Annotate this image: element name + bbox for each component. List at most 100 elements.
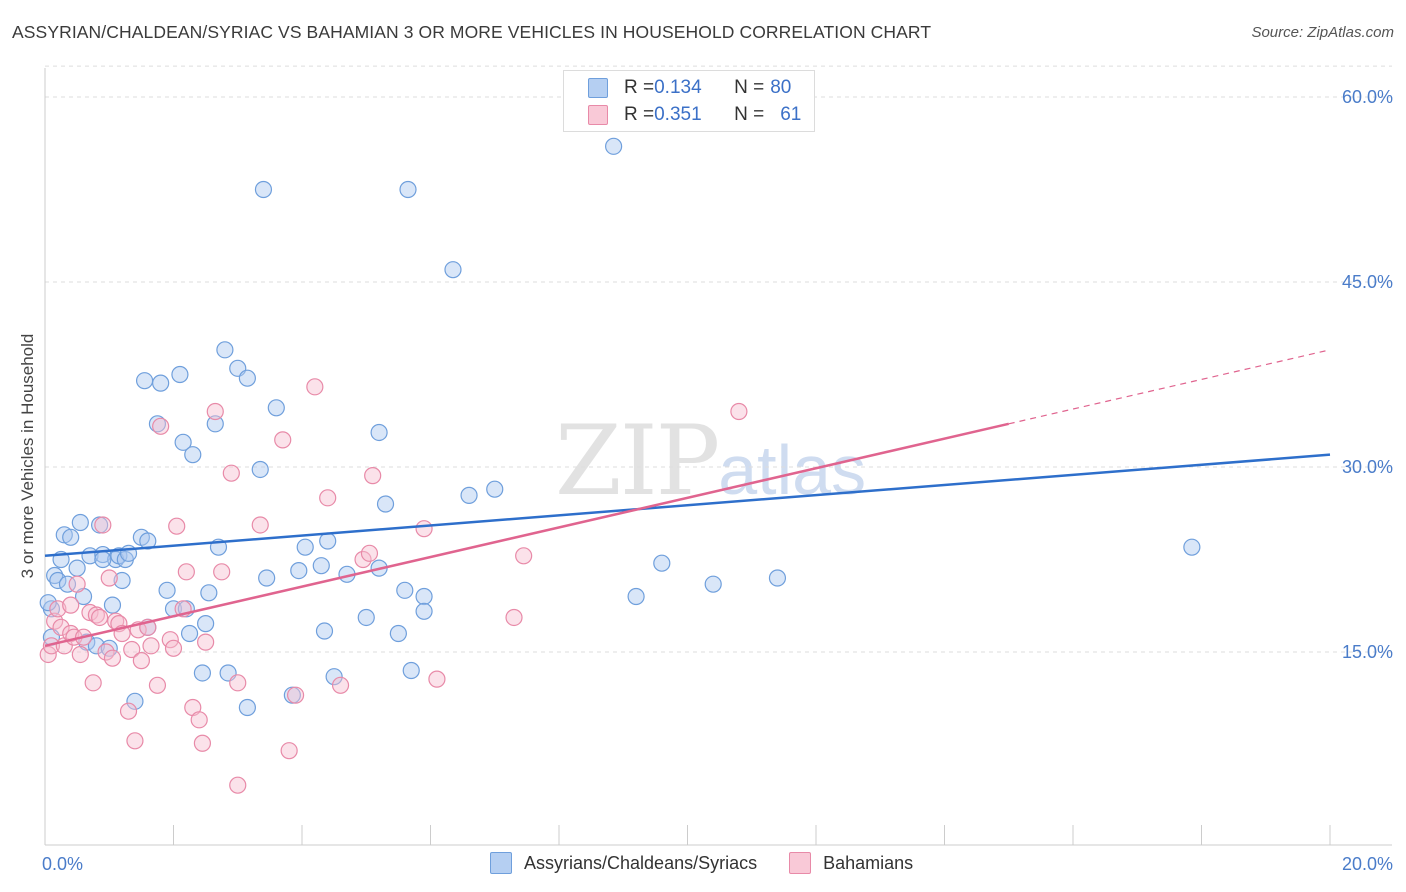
data-point xyxy=(396,581,414,599)
data-point xyxy=(364,467,382,485)
data-point xyxy=(258,569,276,587)
r-value: 0.351 xyxy=(654,103,702,125)
data-point xyxy=(312,557,330,575)
data-point xyxy=(319,489,337,507)
legend-swatch-blue xyxy=(490,852,512,874)
data-point xyxy=(274,431,292,449)
data-point xyxy=(132,652,150,670)
data-point xyxy=(229,776,247,794)
data-point xyxy=(360,544,379,562)
data-point xyxy=(148,415,167,433)
trend-lines xyxy=(44,349,1331,648)
data-point xyxy=(206,415,224,433)
trend-line-bahamians xyxy=(44,422,1010,648)
data-point xyxy=(180,624,199,643)
trend-line-assyrians xyxy=(44,453,1331,558)
data-point xyxy=(193,734,212,752)
data-point xyxy=(315,622,334,640)
data-point xyxy=(190,711,208,729)
data-point xyxy=(505,608,523,627)
data-point xyxy=(71,645,89,664)
data-point xyxy=(768,569,787,587)
data-point xyxy=(200,584,218,602)
data-point xyxy=(113,571,131,590)
data-point xyxy=(62,528,80,546)
data-point xyxy=(94,516,112,534)
data-point xyxy=(71,513,89,532)
y-tick-label: 15.0% xyxy=(1342,642,1393,662)
legend-label: Assyrians/Chaldeans/Syriacs xyxy=(524,852,758,873)
data-point xyxy=(730,402,748,421)
data-point xyxy=(251,460,269,479)
data-point xyxy=(184,446,202,464)
x-tick-label: 0.0% xyxy=(42,854,83,874)
legend-item-bahamians[interactable]: Bahamians xyxy=(789,852,913,874)
data-point xyxy=(58,575,77,593)
data-point xyxy=(62,596,80,614)
data-point xyxy=(653,554,671,572)
data-point xyxy=(1183,538,1201,556)
data-point xyxy=(444,261,462,279)
axes xyxy=(44,68,1392,846)
data-point xyxy=(100,569,118,587)
series-assyrians xyxy=(39,137,1201,717)
data-point xyxy=(164,639,183,657)
series-legend: Assyrians/Chaldeans/Syriacs Bahamians xyxy=(490,852,945,874)
data-point xyxy=(84,674,102,692)
data-point xyxy=(376,495,395,513)
data-point xyxy=(49,600,67,618)
r-value: 0.134 xyxy=(654,76,702,98)
data-point xyxy=(415,587,433,606)
legend-swatch-pink xyxy=(789,852,812,874)
data-point xyxy=(68,575,86,593)
data-point xyxy=(325,668,343,686)
data-point xyxy=(68,559,86,577)
n-value: 80 xyxy=(770,76,792,98)
data-point xyxy=(286,686,305,704)
data-point xyxy=(254,180,273,199)
data-point xyxy=(123,640,141,659)
data-point xyxy=(42,637,61,655)
data-point xyxy=(402,661,420,680)
data-point xyxy=(460,486,478,504)
data-point xyxy=(331,676,350,694)
data-point xyxy=(704,575,722,593)
legend-item-assyrians[interactable]: Assyrians/Chaldeans/Syriacs xyxy=(490,852,757,874)
stats-legend: R = 0.134 N = 80 R = 0.351 N = 61 xyxy=(563,70,815,132)
data-point xyxy=(39,594,57,612)
trend-line-bahamians-extension xyxy=(1008,349,1331,425)
data-point xyxy=(152,417,170,435)
data-point xyxy=(139,532,157,550)
data-point xyxy=(354,550,372,569)
data-point xyxy=(126,692,144,710)
data-point xyxy=(152,374,170,392)
r-label: R = xyxy=(624,76,655,98)
data-point xyxy=(119,702,138,720)
chart-title: ASSYRIAN/CHALDEAN/SYRIAC VS BAHAMIAN 3 O… xyxy=(12,22,932,42)
n-label: N = xyxy=(734,76,765,98)
data-point xyxy=(52,618,70,636)
x-tick-label: 20.0% xyxy=(1342,854,1393,874)
data-point xyxy=(280,742,298,760)
data-point xyxy=(87,637,106,655)
data-point xyxy=(357,608,375,627)
data-point xyxy=(148,676,167,694)
data-point xyxy=(158,581,176,599)
grid-lines xyxy=(45,65,1392,653)
data-point xyxy=(238,369,256,387)
data-point xyxy=(222,464,240,482)
data-point xyxy=(306,378,324,396)
data-point xyxy=(142,637,160,655)
data-point xyxy=(103,596,122,614)
data-point xyxy=(229,674,247,692)
data-point xyxy=(515,547,533,565)
n-label: N = xyxy=(734,103,765,125)
data-point xyxy=(87,606,106,624)
data-point xyxy=(135,372,154,390)
y-tick-label: 60.0% xyxy=(1342,87,1393,107)
data-point xyxy=(177,563,195,581)
data-point xyxy=(103,649,122,667)
data-point xyxy=(168,517,186,535)
data-point xyxy=(627,587,645,606)
data-point xyxy=(415,520,433,538)
